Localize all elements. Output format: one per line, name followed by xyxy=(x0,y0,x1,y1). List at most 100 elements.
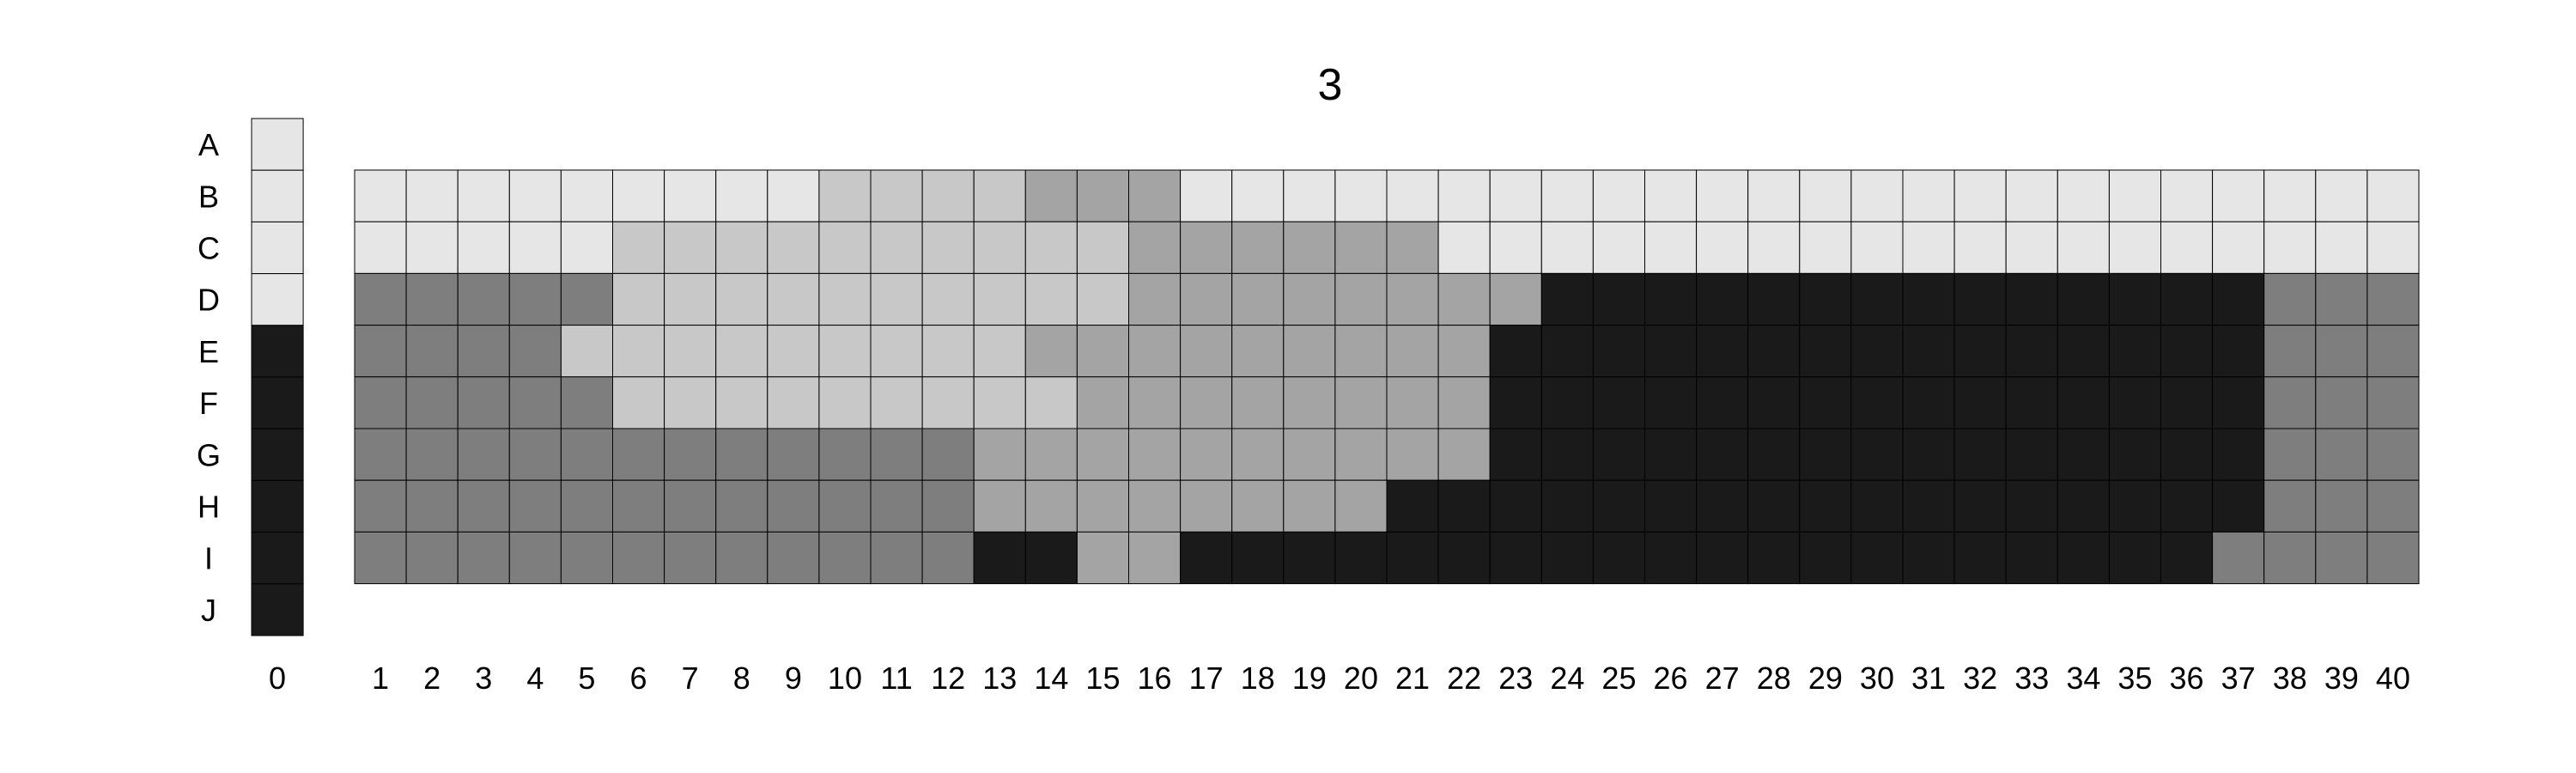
heatmap-cell xyxy=(1489,169,1542,222)
heatmap-cell xyxy=(1696,221,1749,274)
column-label: 38 xyxy=(2273,660,2307,696)
heatmap-cell xyxy=(354,479,407,533)
heatmap-cell xyxy=(457,479,510,533)
heatmap-cell xyxy=(2212,325,2265,378)
heatmap-cell xyxy=(1283,428,1336,481)
heatmap-cell xyxy=(1592,479,1646,533)
heatmap-cell xyxy=(1592,272,1646,326)
heatmap-cell xyxy=(612,221,665,274)
heatmap-cell xyxy=(715,376,769,429)
heatmap-cell xyxy=(1850,376,1904,429)
heatmap-cell xyxy=(2005,531,2058,585)
heatmap-cell xyxy=(1953,221,2007,274)
column-label: 13 xyxy=(982,660,1017,696)
heatmap-cell xyxy=(1489,531,1542,585)
heatmap-cell xyxy=(1386,531,1439,585)
heatmap-cell xyxy=(921,325,975,378)
heatmap-cell xyxy=(1386,272,1439,326)
heatmap-cell xyxy=(767,169,820,222)
heatmap-cell xyxy=(2212,272,2265,326)
heatmap-cell xyxy=(664,221,717,274)
heatmap-cell xyxy=(1644,221,1698,274)
heatmap-cell xyxy=(612,272,665,326)
heatmap-cell xyxy=(354,169,407,222)
heatmap-cell xyxy=(1334,169,1388,222)
heatmap-cell xyxy=(1128,325,1182,378)
heatmap-cell xyxy=(508,325,562,378)
heatmap-cell xyxy=(1283,531,1336,585)
heatmap-cell xyxy=(2212,479,2265,533)
column-label: 11 xyxy=(880,660,912,696)
heatmap-cell xyxy=(1231,531,1285,585)
heatmap-cell xyxy=(1024,221,1078,274)
heatmap-cell xyxy=(767,376,820,429)
heatmap-cell xyxy=(560,221,614,274)
reference-cell xyxy=(251,583,304,636)
row-label: C xyxy=(197,231,220,266)
row-label: F xyxy=(199,386,218,421)
heatmap-cell xyxy=(2057,272,2110,326)
reference-cell xyxy=(251,169,304,222)
column-label: 22 xyxy=(1447,660,1481,696)
heatmap-cell xyxy=(921,169,975,222)
heatmap-cell xyxy=(818,479,872,533)
heatmap-cell xyxy=(1489,479,1542,533)
heatmap-cell xyxy=(664,325,717,378)
column-label: 32 xyxy=(1963,660,1997,696)
heatmap-cell xyxy=(2057,479,2110,533)
heatmap-cell xyxy=(1540,376,1594,429)
heatmap-cell xyxy=(1076,272,1130,326)
heatmap-cell xyxy=(2366,221,2420,274)
heatmap-cell xyxy=(2212,376,2265,429)
heatmap-cell xyxy=(354,272,407,326)
heatmap-cell xyxy=(1437,221,1491,274)
heatmap-cell xyxy=(1489,272,1542,326)
column-label: 39 xyxy=(2324,660,2359,696)
heatmap-cell xyxy=(1799,325,1852,378)
heatmap-cell xyxy=(664,169,717,222)
heatmap-cell xyxy=(508,376,562,429)
heatmap-cell xyxy=(1076,428,1130,481)
heatmap-cell xyxy=(1180,169,1233,222)
heatmap-cell xyxy=(405,428,459,481)
heatmap-cell xyxy=(973,479,1026,533)
heatmap-cell xyxy=(973,169,1026,222)
heatmap-cell xyxy=(664,376,717,429)
heatmap-cell xyxy=(1696,376,1749,429)
column-label: 2 xyxy=(423,660,440,696)
heatmap-cell xyxy=(973,325,1026,378)
reference-cell xyxy=(251,479,304,533)
heatmap-cell xyxy=(1128,531,1182,585)
heatmap-cell xyxy=(354,221,407,274)
heatmap-cell xyxy=(1024,325,1078,378)
column-label: 17 xyxy=(1189,660,1224,696)
heatmap-cell xyxy=(1747,531,1801,585)
heatmap-cell xyxy=(2315,325,2368,378)
heatmap-cell xyxy=(1644,272,1698,326)
heatmap-cell xyxy=(1076,325,1130,378)
column-label: 25 xyxy=(1601,660,1636,696)
heatmap-cell xyxy=(1644,531,1698,585)
heatmap-cell xyxy=(1283,169,1336,222)
heatmap-cell xyxy=(973,221,1026,274)
heatmap-cell xyxy=(973,531,1026,585)
heatmap-cell xyxy=(1747,169,1801,222)
heatmap-cell xyxy=(1128,221,1182,274)
heatmap-cell xyxy=(1283,376,1336,429)
column-label: 30 xyxy=(1860,660,1894,696)
heatmap-cell xyxy=(870,169,923,222)
heatmap-cell xyxy=(1850,531,1904,585)
heatmap-cell xyxy=(2160,531,2214,585)
heatmap-cell xyxy=(1592,325,1646,378)
heatmap-cell xyxy=(612,325,665,378)
heatmap-cell xyxy=(2263,221,2317,274)
heatmap-cell xyxy=(1953,376,2007,429)
heatmap-cell xyxy=(2057,169,2110,222)
heatmap-cell xyxy=(767,272,820,326)
heatmap-cell xyxy=(1747,428,1801,481)
heatmap-cell xyxy=(1024,169,1078,222)
heatmap-cell xyxy=(2057,428,2110,481)
heatmap-cell xyxy=(612,169,665,222)
